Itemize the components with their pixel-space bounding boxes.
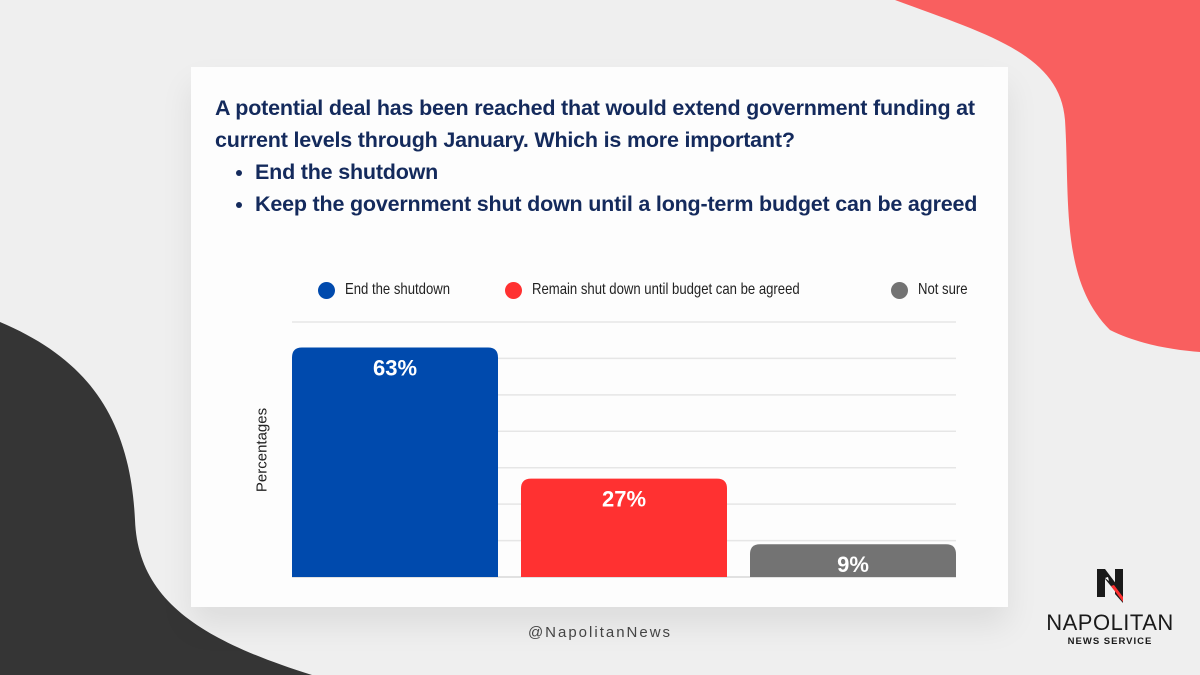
question-text: A potential deal has been reached that w… [215, 96, 975, 152]
napolitan-logo: NAPOLITAN NEWS SERVICE [1035, 567, 1185, 647]
bar-chart: 63% 27% 9% [292, 321, 956, 578]
legend-label: Not sure [917, 281, 968, 298]
dark-blob [0, 322, 312, 675]
answer-option: Keep the government shut down until a lo… [255, 188, 985, 220]
data-label: 63% [373, 356, 417, 381]
bars [292, 347, 956, 577]
question-block: A potential deal has been reached that w… [215, 92, 985, 220]
data-label: 27% [602, 487, 646, 512]
legend-label: Remain shut down until budget can be agr… [532, 281, 800, 298]
legend-label: End the shutdown [345, 281, 451, 298]
bar-end-the-shutdown [292, 347, 498, 577]
data-label: 9% [837, 552, 869, 577]
data-labels: 63% 27% 9% [373, 356, 869, 578]
legend-item-end-shutdown: End the shutdown [318, 281, 473, 299]
legend-swatch [318, 281, 335, 299]
legend-item-remain-shut: Remain shut down until budget can be agr… [505, 281, 858, 299]
bar-remain-shut-down-until-budget-can-be-agreed [521, 478, 727, 577]
legend-swatch [890, 281, 908, 299]
legend-swatch [505, 281, 523, 299]
red-blob [895, 0, 1200, 352]
logo-name: NAPOLITAN [1046, 610, 1174, 635]
legend-item-not-sure: Not sure [890, 281, 978, 299]
bar-not-sure [750, 544, 956, 577]
chart-legend: End the shutdown Remain shut down until … [318, 279, 978, 301]
answer-option: End the shutdown [255, 156, 985, 188]
social-handle: @NapolitanNews [527, 624, 673, 641]
answer-options: End the shutdown Keep the government shu… [215, 156, 985, 220]
logo-subtitle: NEWS SERVICE [1067, 636, 1153, 647]
n-logo-icon [1097, 569, 1123, 603]
